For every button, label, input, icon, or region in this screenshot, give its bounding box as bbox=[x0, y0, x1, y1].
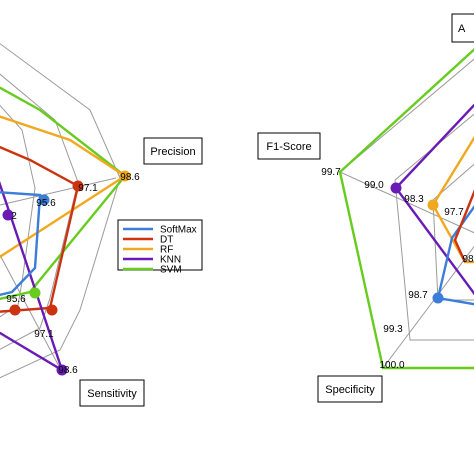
right-tick-specificity-mid: 99.3 bbox=[383, 324, 403, 335]
left-tick-precision-mid: 97.1 bbox=[78, 183, 98, 194]
axis-label-precision-text: Precision bbox=[150, 146, 195, 158]
right-tick-f1-outer: 99.7 bbox=[321, 167, 341, 178]
left-marker-dt-sensitivity-2 bbox=[9, 304, 21, 316]
left-tick-sensitivity-inner: 95.6 bbox=[6, 294, 26, 305]
axis-label-sensitivity-text: Sensitivity bbox=[87, 388, 137, 400]
right-tick-f1-inner: 98.3 bbox=[404, 194, 424, 205]
right-grid-spoke-f1 bbox=[339, 171, 474, 234]
right-marker-knn-f1 bbox=[390, 182, 402, 194]
left-tick-precision-inner: 95.6 bbox=[36, 198, 56, 209]
left-marker-softmax-precision bbox=[38, 194, 50, 206]
left-series-softmax-line bbox=[0, 191, 42, 297]
left-tick-sensitivity-mid: 97.1 bbox=[34, 329, 54, 340]
right-tick-inner-b: 98 bbox=[462, 254, 474, 265]
legend-label-rf: RF bbox=[160, 245, 173, 256]
right-grid-ring-3 bbox=[432, 163, 474, 301]
axis-label-top-right-text: A bbox=[458, 23, 466, 35]
right-series-softmax-line bbox=[436, 204, 474, 306]
left-tick-sensitivity-outer: 98.6 bbox=[58, 365, 78, 376]
right-series-dt-line bbox=[453, 189, 474, 263]
left-marker-knn-sensitivity bbox=[56, 364, 68, 376]
radar-series-layer bbox=[0, 47, 474, 376]
axis-label-f1score: F1-Score bbox=[257, 132, 321, 160]
left-marker-knn-precision bbox=[2, 209, 14, 221]
left-marker-svm-sensitivity bbox=[29, 287, 41, 299]
left-grid-spoke-sensitivity bbox=[0, 254, 63, 373]
right-tick-specificity-outer: 100.0 bbox=[379, 360, 404, 371]
axis-label-sensitivity: Sensitivity bbox=[79, 379, 145, 407]
left-grid-spoke-precision bbox=[0, 177, 117, 206]
radar-tick-labels: 98.6 97.1 95.6 98.6 97.1 95.6 2 99.7 99.0 98.3 97.… bbox=[6, 167, 474, 376]
axis-label-specificity-text: Specificity bbox=[325, 384, 375, 396]
legend-entry-dt: DT bbox=[123, 235, 173, 246]
right-tick-specificity-inner: 98.7 bbox=[408, 290, 428, 301]
axis-label-top-right: A bbox=[451, 13, 474, 43]
right-series-svm-line bbox=[338, 47, 474, 370]
right-marker-rf-f1 bbox=[427, 199, 439, 211]
legend-entry-rf: RF bbox=[123, 245, 173, 256]
right-tick-f1-mid: 99.0 bbox=[364, 180, 384, 191]
left-tick-precision-outer: 98.6 bbox=[120, 172, 140, 183]
left-marker-rf-precision bbox=[119, 170, 131, 182]
right-marker-softmax-specificity bbox=[432, 292, 444, 304]
left-grid-ring-1 bbox=[0, 43, 121, 379]
legend-label-softmax: SoftMax bbox=[160, 225, 197, 236]
legend-label-knn: KNN bbox=[160, 255, 181, 266]
right-series-rf-line bbox=[431, 135, 474, 264]
right-tick-inner-a: 97.7 bbox=[444, 207, 464, 218]
left-grid-ring-2 bbox=[0, 73, 79, 350]
left-series-rf-line bbox=[0, 115, 128, 259]
axis-label-precision: Precision bbox=[143, 137, 203, 165]
legend-entry-svm: SVM bbox=[123, 265, 182, 276]
legend-label-svm: SVM bbox=[160, 265, 182, 276]
axis-label-f1score-text: F1-Score bbox=[266, 141, 311, 153]
right-grid-spoke-specificity bbox=[382, 245, 474, 369]
legend-entry-knn: KNN bbox=[123, 255, 181, 266]
left-marker-dt-sensitivity bbox=[46, 304, 58, 316]
axis-label-specificity: Specificity bbox=[317, 375, 383, 403]
legend-entry-softmax: SoftMax bbox=[123, 225, 197, 236]
left-marker-dt-precision bbox=[72, 180, 84, 192]
left-tick-inner-fragment: 2 bbox=[11, 211, 17, 222]
legend-label-dt: DT bbox=[160, 235, 173, 246]
